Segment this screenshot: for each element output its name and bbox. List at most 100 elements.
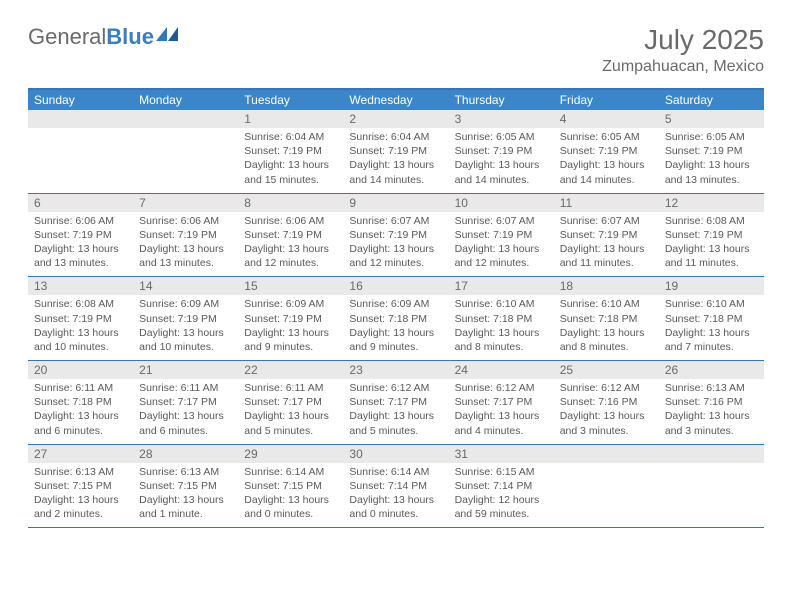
sunrise-text: Sunrise: 6:07 AM (455, 214, 548, 228)
logo-blue: Blue (106, 24, 154, 49)
sunset-text: Sunset: 7:15 PM (139, 479, 232, 493)
sunset-text: Sunset: 7:17 PM (244, 395, 337, 409)
sunset-text: Sunset: 7:18 PM (34, 395, 127, 409)
day-number: 19 (659, 277, 764, 295)
day-number: 10 (449, 194, 554, 212)
day-details: Sunrise: 6:05 AMSunset: 7:19 PMDaylight:… (554, 128, 659, 193)
sunset-text: Sunset: 7:17 PM (349, 395, 442, 409)
daylight-text: Daylight: 12 hours and 59 minutes. (455, 493, 548, 521)
day-details: Sunrise: 6:06 AMSunset: 7:19 PMDaylight:… (28, 212, 133, 277)
daylight-text: Daylight: 13 hours and 13 minutes. (665, 158, 758, 186)
weekday-wednesday: Wednesday (343, 90, 448, 110)
calendar-cell: 13Sunrise: 6:08 AMSunset: 7:19 PMDayligh… (28, 277, 133, 360)
sunrise-text: Sunrise: 6:12 AM (349, 381, 442, 395)
calendar-cell: 25Sunrise: 6:12 AMSunset: 7:16 PMDayligh… (554, 361, 659, 444)
daylight-text: Daylight: 13 hours and 7 minutes. (665, 326, 758, 354)
daylight-text: Daylight: 13 hours and 14 minutes. (455, 158, 548, 186)
day-number: 17 (449, 277, 554, 295)
sunset-text: Sunset: 7:19 PM (244, 312, 337, 326)
daylight-text: Daylight: 13 hours and 10 minutes. (139, 326, 232, 354)
daylight-text: Daylight: 13 hours and 13 minutes. (34, 242, 127, 270)
day-details: Sunrise: 6:09 AMSunset: 7:19 PMDaylight:… (238, 295, 343, 360)
daylight-text: Daylight: 13 hours and 12 minutes. (244, 242, 337, 270)
day-details: Sunrise: 6:13 AMSunset: 7:15 PMDaylight:… (133, 463, 238, 528)
daylight-text: Daylight: 13 hours and 3 minutes. (665, 409, 758, 437)
weekday-thursday: Thursday (449, 90, 554, 110)
daylight-text: Daylight: 13 hours and 12 minutes. (349, 242, 442, 270)
sunrise-text: Sunrise: 6:10 AM (455, 297, 548, 311)
day-details (133, 128, 238, 136)
logo-general: General (28, 24, 106, 49)
daylight-text: Daylight: 13 hours and 4 minutes. (455, 409, 548, 437)
day-number: 2 (343, 110, 448, 128)
sunset-text: Sunset: 7:15 PM (244, 479, 337, 493)
calendar-cell: 14Sunrise: 6:09 AMSunset: 7:19 PMDayligh… (133, 277, 238, 360)
day-number: 6 (28, 194, 133, 212)
sunrise-text: Sunrise: 6:13 AM (34, 465, 127, 479)
sunset-text: Sunset: 7:17 PM (139, 395, 232, 409)
calendar-cell: 2Sunrise: 6:04 AMSunset: 7:19 PMDaylight… (343, 110, 448, 193)
month-title: July 2025 (602, 24, 764, 56)
sunset-text: Sunset: 7:19 PM (34, 312, 127, 326)
calendar-cell (28, 110, 133, 193)
sunrise-text: Sunrise: 6:11 AM (34, 381, 127, 395)
day-number: 11 (554, 194, 659, 212)
daylight-text: Daylight: 13 hours and 9 minutes. (349, 326, 442, 354)
sunset-text: Sunset: 7:19 PM (560, 228, 653, 242)
calendar-cell: 12Sunrise: 6:08 AMSunset: 7:19 PMDayligh… (659, 194, 764, 277)
calendar-cell (133, 110, 238, 193)
sunset-text: Sunset: 7:14 PM (349, 479, 442, 493)
sunrise-text: Sunrise: 6:11 AM (139, 381, 232, 395)
calendar-cell (659, 445, 764, 528)
calendar-cell: 8Sunrise: 6:06 AMSunset: 7:19 PMDaylight… (238, 194, 343, 277)
calendar-cell: 15Sunrise: 6:09 AMSunset: 7:19 PMDayligh… (238, 277, 343, 360)
day-details: Sunrise: 6:06 AMSunset: 7:19 PMDaylight:… (238, 212, 343, 277)
sunset-text: Sunset: 7:19 PM (560, 144, 653, 158)
sunrise-text: Sunrise: 6:09 AM (244, 297, 337, 311)
day-number: 14 (133, 277, 238, 295)
sunset-text: Sunset: 7:19 PM (665, 228, 758, 242)
sunset-text: Sunset: 7:15 PM (34, 479, 127, 493)
sunrise-text: Sunrise: 6:13 AM (139, 465, 232, 479)
daylight-text: Daylight: 13 hours and 11 minutes. (560, 242, 653, 270)
calendar-cell: 22Sunrise: 6:11 AMSunset: 7:17 PMDayligh… (238, 361, 343, 444)
day-details: Sunrise: 6:11 AMSunset: 7:18 PMDaylight:… (28, 379, 133, 444)
daylight-text: Daylight: 13 hours and 0 minutes. (244, 493, 337, 521)
day-number: 15 (238, 277, 343, 295)
day-details: Sunrise: 6:14 AMSunset: 7:15 PMDaylight:… (238, 463, 343, 528)
day-number: 21 (133, 361, 238, 379)
sunset-text: Sunset: 7:14 PM (455, 479, 548, 493)
day-details: Sunrise: 6:07 AMSunset: 7:19 PMDaylight:… (554, 212, 659, 277)
sunrise-text: Sunrise: 6:06 AM (244, 214, 337, 228)
day-number: 12 (659, 194, 764, 212)
calendar-week: 1Sunrise: 6:04 AMSunset: 7:19 PMDaylight… (28, 110, 764, 194)
sunrise-text: Sunrise: 6:09 AM (139, 297, 232, 311)
day-details: Sunrise: 6:12 AMSunset: 7:17 PMDaylight:… (343, 379, 448, 444)
sunrise-text: Sunrise: 6:09 AM (349, 297, 442, 311)
day-details: Sunrise: 6:14 AMSunset: 7:14 PMDaylight:… (343, 463, 448, 528)
calendar-week: 13Sunrise: 6:08 AMSunset: 7:19 PMDayligh… (28, 277, 764, 361)
daylight-text: Daylight: 13 hours and 9 minutes. (244, 326, 337, 354)
daylight-text: Daylight: 13 hours and 5 minutes. (244, 409, 337, 437)
calendar-cell: 24Sunrise: 6:12 AMSunset: 7:17 PMDayligh… (449, 361, 554, 444)
sunrise-text: Sunrise: 6:08 AM (665, 214, 758, 228)
sunset-text: Sunset: 7:19 PM (665, 144, 758, 158)
calendar-cell (554, 445, 659, 528)
day-number: 23 (343, 361, 448, 379)
sunset-text: Sunset: 7:19 PM (455, 144, 548, 158)
calendar-cell: 31Sunrise: 6:15 AMSunset: 7:14 PMDayligh… (449, 445, 554, 528)
sunset-text: Sunset: 7:19 PM (349, 144, 442, 158)
calendar-cell: 16 Sunrise: 6:09 AMSunset: 7:18 PMDayligh… (343, 277, 448, 360)
day-details: Sunrise: 6:07 AMSunset: 7:19 PMDaylight:… (343, 212, 448, 277)
day-number: 8 (238, 194, 343, 212)
calendar-cell: 7Sunrise: 6:06 AMSunset: 7:19 PMDaylight… (133, 194, 238, 277)
daylight-text: Daylight: 13 hours and 0 minutes. (349, 493, 442, 521)
sunrise-text: Sunrise: 6:04 AM (349, 130, 442, 144)
sunrise-text: Sunrise: 6:08 AM (34, 297, 127, 311)
day-details: Sunrise: 6:12 AMSunset: 7:17 PMDaylight:… (449, 379, 554, 444)
day-number: 16 (343, 277, 448, 295)
sunset-text: Sunset: 7:18 PM (349, 312, 442, 326)
day-number: 3 (449, 110, 554, 128)
sunset-text: Sunset: 7:18 PM (665, 312, 758, 326)
calendar-cell: 29Sunrise: 6:14 AMSunset: 7:15 PMDayligh… (238, 445, 343, 528)
